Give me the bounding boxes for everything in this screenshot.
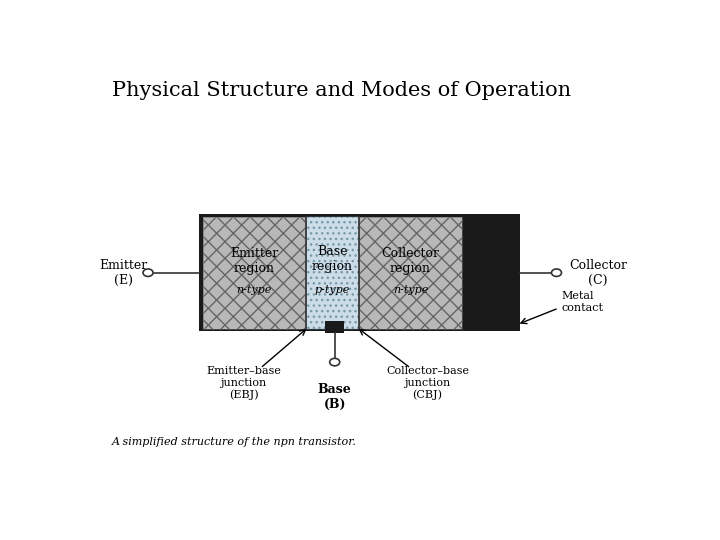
Bar [306,217,359,329]
Circle shape [552,269,562,276]
Bar [203,217,306,329]
Circle shape [330,359,340,366]
Bar [359,217,462,329]
Bar [325,321,344,333]
Bar [199,214,520,331]
Text: p-type: p-type [315,285,350,294]
Text: Collector
(C): Collector (C) [569,259,627,287]
Text: Emitter
(E): Emitter (E) [99,259,148,287]
Circle shape [143,269,153,276]
Text: Collector
region: Collector region [382,247,440,275]
Text: n-type: n-type [237,285,272,294]
Bar [306,217,359,329]
Text: n-type: n-type [393,285,428,294]
Text: Metal
contact: Metal contact [562,291,603,313]
Text: Physical Structure and Modes of Operation: Physical Structure and Modes of Operatio… [112,82,572,100]
Text: Emitter
region: Emitter region [230,247,279,275]
Text: Base
(B): Base (B) [318,383,351,411]
Bar [359,217,462,329]
Text: A simplified structure of the npn transistor.: A simplified structure of the npn transi… [112,437,357,447]
Text: Emitter–base
junction
(EBJ): Emitter–base junction (EBJ) [206,366,281,400]
Text: Collector–base
junction
(CBJ): Collector–base junction (CBJ) [386,366,469,400]
Bar [203,217,306,329]
Text: Base
region: Base region [312,245,353,273]
